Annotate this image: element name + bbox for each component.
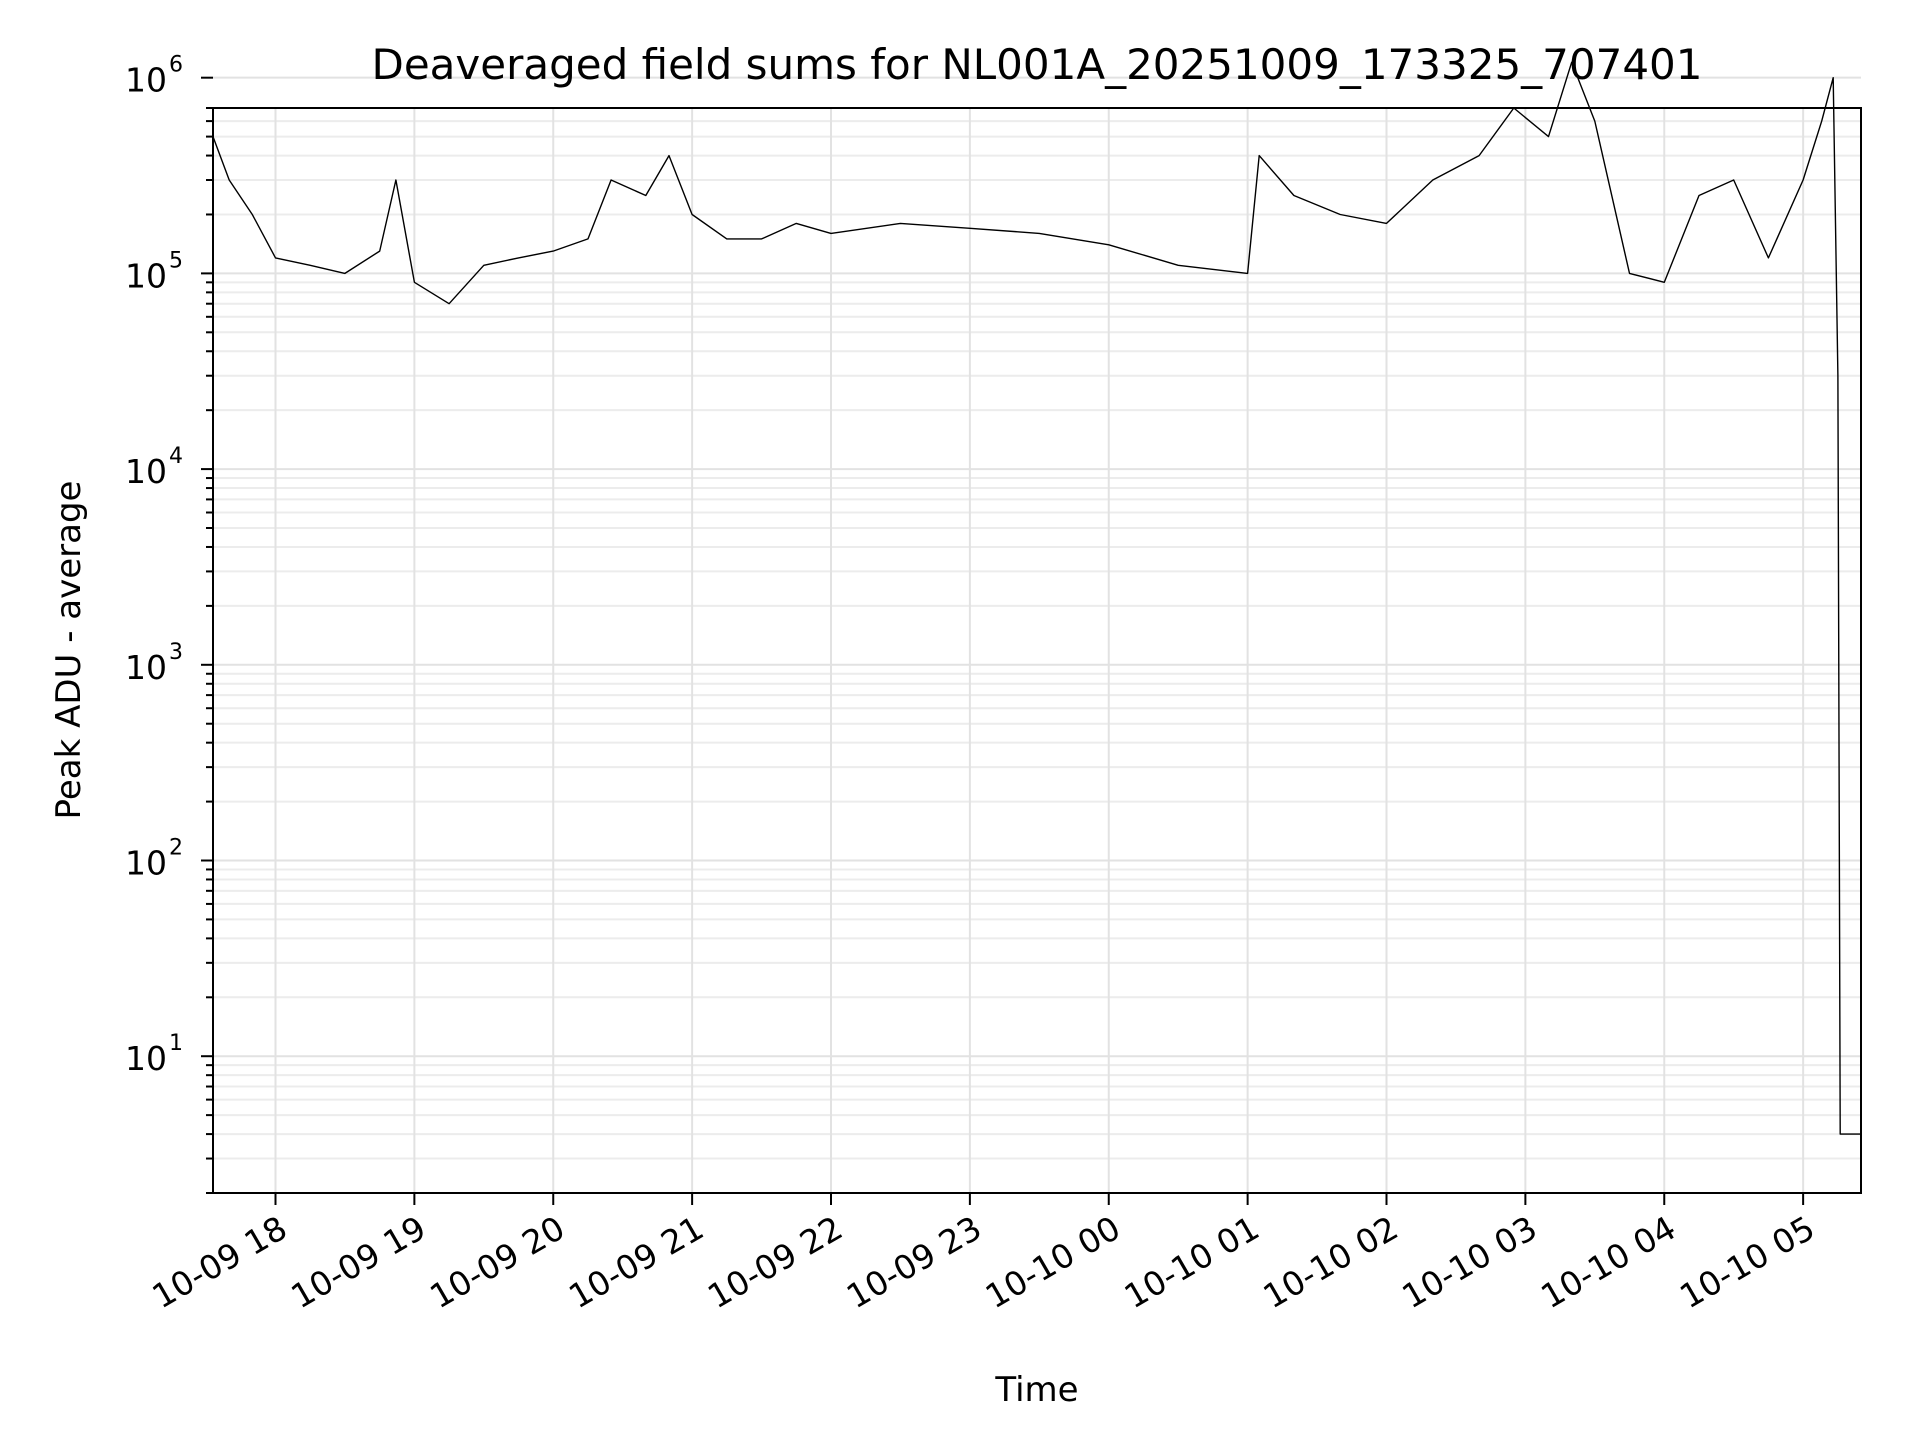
x-tick-label: 10-09 20 [423,1208,571,1316]
y-tick-exponent: 6 [169,53,183,78]
y-tick-label: 10 [125,256,167,295]
x-tick-label: 10-09 23 [840,1208,988,1316]
x-tick-label: 10-10 04 [1534,1208,1682,1316]
x-tick-label: 10-09 22 [701,1208,849,1316]
x-tick-label: 10-09 19 [284,1208,432,1316]
series-line [212,61,1861,1135]
y-tick-exponent: 1 [169,1031,183,1056]
grid [213,76,1861,1194]
x-tick-label: 10-09 21 [562,1208,710,1316]
x-tick-label: 10-10 01 [1118,1208,1266,1316]
y-tick-label: 10 [125,61,167,100]
y-tick-label: 10 [125,648,167,687]
x-tick-label: 10-10 02 [1257,1208,1405,1316]
x-tick-label: 10-09 18 [145,1208,293,1316]
x-tick-label: 10-10 05 [1673,1208,1821,1316]
y-tick-exponent: 3 [169,640,183,665]
y-tick-exponent: 5 [169,248,183,273]
y-tick-label: 10 [125,1039,167,1078]
y-tick-label: 10 [125,452,167,491]
plot-frame [212,107,1862,1194]
chart-title: Deaveraged field sums for NL001A_2025100… [372,40,1703,89]
x-axis-label: Time [994,1370,1078,1410]
y-tick-exponent: 2 [169,836,183,861]
y-tick-label: 10 [125,844,167,883]
y-tick-exponent: 4 [169,444,183,469]
x-tick-label: 10-10 03 [1395,1208,1543,1316]
x-tick-label: 10-10 00 [979,1208,1127,1316]
y-axis-label: Peak ADU - average [49,481,89,820]
